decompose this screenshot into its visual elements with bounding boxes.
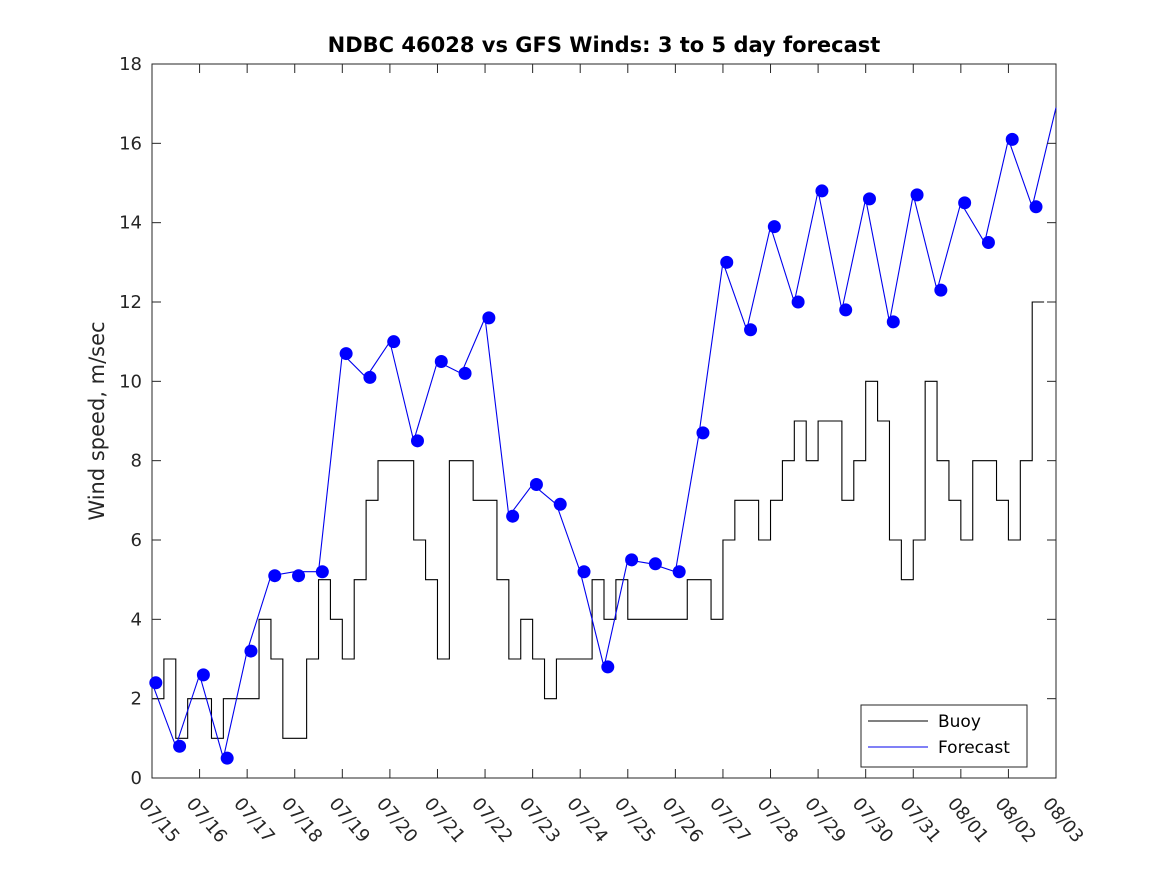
forecast-marker (1029, 200, 1043, 214)
x-tick-label: 07/22 (467, 794, 516, 847)
x-tick-label: 08/03 (1038, 794, 1087, 847)
forecast-marker (839, 303, 853, 317)
plot-area (151, 63, 1057, 779)
forecast-marker (410, 434, 424, 448)
x-tick-label: 07/17 (229, 794, 278, 847)
buoy-series-line (152, 301, 1045, 739)
forecast-marker (744, 323, 758, 337)
forecast-marker (696, 426, 710, 440)
forecast-marker (601, 660, 615, 674)
x-tick-label: 07/18 (277, 794, 326, 847)
forecast-marker (791, 295, 805, 309)
legend: Buoy Forecast (860, 704, 1028, 768)
forecast-marker (886, 315, 900, 329)
x-tick-label: 07/19 (324, 794, 373, 847)
forecast-marker (767, 220, 781, 234)
forecast-marker (648, 557, 662, 571)
x-tick-label: 07/20 (372, 794, 421, 847)
forecast-marker (458, 366, 472, 380)
forecast-marker (910, 188, 924, 202)
y-tick-label: 6 (131, 530, 142, 551)
y-tick-label: 16 (119, 133, 142, 154)
legend-box (860, 704, 1028, 768)
x-tick-label: 07/21 (420, 794, 469, 847)
y-tick-label: 10 (119, 371, 142, 392)
x-tick-label: 08/01 (943, 794, 992, 847)
forecast-marker (220, 751, 234, 765)
x-tick-label: 07/16 (182, 794, 231, 847)
forecast-marker (981, 236, 995, 249)
forecast-marker (387, 335, 401, 349)
x-tick-label: 07/25 (610, 794, 659, 847)
legend-buoy-label: Buoy (938, 712, 981, 732)
y-tick-label: 0 (131, 768, 142, 789)
x-tick-label: 07/30 (848, 794, 897, 847)
forecast-marker (173, 739, 187, 753)
forecast-marker (720, 255, 734, 269)
forecast-marker (363, 370, 377, 384)
chart-title: NDBC 46028 vs GFS Winds: 3 to 5 day fore… (328, 33, 881, 57)
y-tick-label: 14 (119, 213, 142, 234)
y-axis: 0 2 4 6 8 10 12 14 16 18 (119, 54, 1056, 789)
buoy-series-layer (152, 301, 1045, 739)
y-tick-label: 12 (119, 292, 142, 313)
forecast-marker (815, 184, 829, 198)
y-tick-label: 2 (131, 689, 142, 710)
legend-forecast-label: Forecast (938, 738, 1010, 758)
x-tick-label: 08/02 (991, 794, 1040, 847)
x-tick-label: 07/26 (658, 794, 707, 847)
forecast-marker (268, 569, 282, 583)
forecast-marker-layer (149, 132, 1043, 765)
forecast-marker (958, 196, 972, 210)
forecast-marker (244, 644, 258, 658)
x-tick-label: 07/31 (895, 794, 944, 847)
forecast-marker (553, 497, 567, 511)
forecast-marker (149, 676, 163, 690)
forecast-marker (1005, 132, 1019, 146)
forecast-marker (292, 569, 306, 583)
forecast-marker (482, 311, 496, 325)
forecast-marker (577, 565, 591, 579)
x-tick-label: 07/29 (800, 794, 849, 847)
forecast-marker (315, 565, 329, 579)
y-tick-label: 18 (119, 54, 142, 75)
forecast-marker (339, 347, 353, 361)
x-tick-label: 07/15 (134, 794, 183, 847)
x-tick-label: 07/28 (753, 794, 802, 847)
x-tick-label: 07/24 (562, 794, 611, 847)
forecast-marker (196, 668, 210, 682)
forecast-marker (862, 192, 876, 206)
y-tick-label: 4 (131, 609, 142, 630)
y-tick-label: 8 (131, 451, 142, 472)
forecast-marker (934, 283, 948, 297)
forecast-marker (506, 509, 520, 523)
x-tick-label: 07/27 (705, 794, 754, 847)
forecast-marker (434, 355, 448, 368)
forecast-marker (672, 565, 686, 579)
forecast-marker (625, 553, 639, 567)
x-tick-label: 07/23 (515, 794, 564, 847)
y-axis-label: Wind speed, m/sec (85, 321, 109, 520)
forecast-marker (529, 477, 543, 491)
